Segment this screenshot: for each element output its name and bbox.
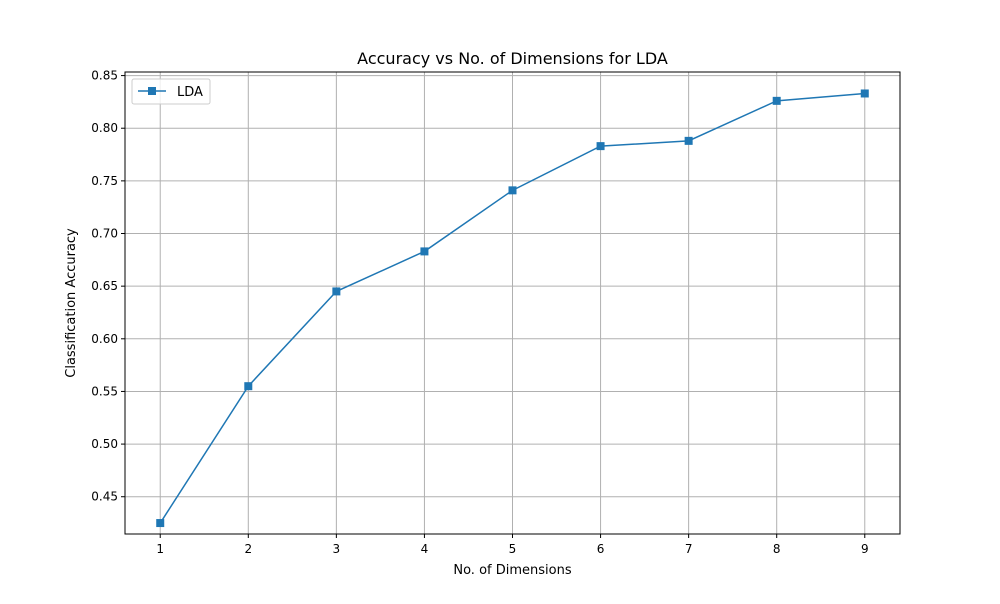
x-tick-label: 4 (421, 542, 429, 556)
data-point-marker (596, 142, 605, 151)
data-point-marker (332, 287, 341, 296)
x-tick-label: 1 (156, 542, 164, 556)
legend-label-lda: LDA (177, 85, 203, 100)
chart-title: Accuracy vs No. of Dimensions for LDA (357, 49, 668, 68)
legend-box (131, 78, 211, 105)
legend: LDA (131, 78, 211, 105)
legend-marker-square (148, 87, 156, 95)
y-tick-label: 0.85 (91, 69, 118, 83)
x-axis-label: No. of Dimensions (453, 563, 571, 578)
x-tick-label: 6 (597, 542, 605, 556)
x-tick-label: 3 (333, 542, 341, 556)
data-point-marker (772, 96, 781, 105)
y-tick-label: 0.55 (91, 384, 118, 398)
y-tick-label: 0.60 (91, 332, 118, 346)
data-point-marker (508, 186, 517, 195)
data-point-marker (684, 136, 693, 145)
data-point-marker (244, 382, 253, 391)
x-tick-label: 7 (685, 542, 693, 556)
y-tick-label: 0.65 (91, 279, 118, 293)
grid (125, 72, 900, 534)
y-tick-label: 0.45 (91, 490, 118, 504)
y-tick-label: 0.70 (91, 227, 118, 241)
y-axis-label: Classification Accuracy (64, 228, 79, 378)
data-point-marker (860, 89, 869, 98)
x-tick-label: 5 (509, 542, 517, 556)
y-tick-label: 0.50 (91, 437, 118, 451)
ticks: 1 2 3 4 5 6 7 8 9 0.45 0.50 0.55 0.60 0.65 0.70 0.75 0.8… (91, 69, 868, 556)
x-tick-label: 9 (861, 542, 869, 556)
x-tick-label: 2 (244, 542, 252, 556)
y-tick-label: 0.80 (91, 121, 118, 135)
x-tick-label: 8 (773, 542, 781, 556)
series-layer (156, 89, 869, 528)
data-point-marker (156, 519, 165, 528)
data-point-marker (420, 247, 429, 256)
y-tick-label: 0.75 (91, 174, 118, 188)
